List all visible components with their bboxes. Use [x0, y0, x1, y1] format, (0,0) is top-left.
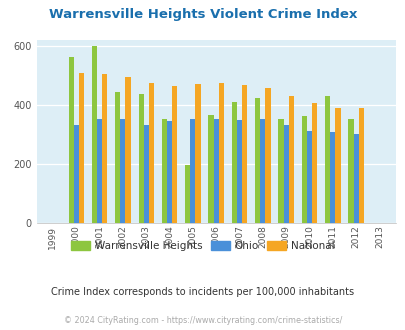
Text: Warrensville Heights Violent Crime Index: Warrensville Heights Violent Crime Index: [49, 8, 356, 21]
Bar: [73, 125, 79, 223]
Bar: [79, 73, 84, 223]
Bar: [231, 102, 237, 223]
Bar: [125, 77, 130, 223]
Bar: [195, 84, 200, 223]
Bar: [190, 119, 195, 223]
Bar: [358, 109, 363, 223]
Bar: [213, 119, 218, 223]
Bar: [102, 74, 107, 223]
Bar: [115, 92, 120, 223]
Bar: [143, 125, 148, 223]
Bar: [335, 109, 340, 223]
Bar: [148, 83, 153, 223]
Text: Crime Index corresponds to incidents per 100,000 inhabitants: Crime Index corresponds to incidents per…: [51, 287, 354, 297]
Bar: [97, 119, 102, 223]
Bar: [166, 121, 172, 223]
Bar: [288, 96, 293, 223]
Bar: [306, 131, 311, 223]
Bar: [218, 83, 223, 223]
Bar: [330, 132, 335, 223]
Bar: [260, 119, 265, 223]
Bar: [92, 47, 97, 223]
Bar: [301, 116, 306, 223]
Bar: [324, 96, 330, 223]
Bar: [162, 119, 166, 223]
Bar: [241, 85, 247, 223]
Legend: Warrensville Heights, Ohio, National: Warrensville Heights, Ohio, National: [67, 237, 338, 255]
Bar: [283, 125, 288, 223]
Bar: [185, 165, 190, 223]
Bar: [311, 103, 316, 223]
Bar: [138, 94, 143, 223]
Bar: [208, 115, 213, 223]
Bar: [278, 119, 283, 223]
Bar: [254, 98, 260, 223]
Bar: [172, 86, 177, 223]
Bar: [68, 57, 73, 223]
Bar: [237, 120, 241, 223]
Bar: [353, 134, 358, 223]
Bar: [347, 119, 353, 223]
Text: © 2024 CityRating.com - https://www.cityrating.com/crime-statistics/: © 2024 CityRating.com - https://www.city…: [64, 316, 341, 325]
Bar: [265, 88, 270, 223]
Bar: [120, 119, 125, 223]
